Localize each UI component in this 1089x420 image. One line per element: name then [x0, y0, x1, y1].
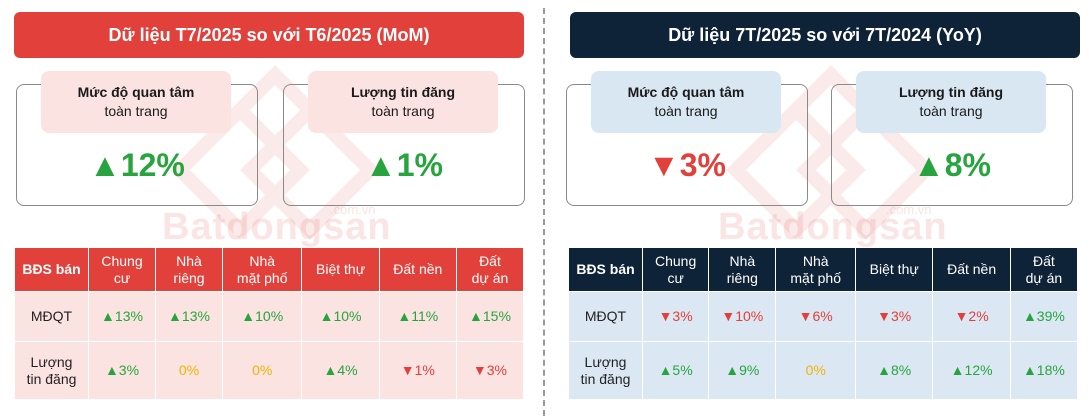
table-cell: ▲8%: [854, 341, 934, 400]
card-value: ▼3%: [648, 147, 726, 183]
table-cell: ▲10%: [301, 291, 380, 342]
row-label: Lượng tin đăng: [14, 341, 89, 400]
column-header: BĐS bán: [14, 247, 89, 292]
card-label-sub: toàn trang: [371, 103, 435, 119]
listings-card: Lượng tin đăng toàn trang ▲1%: [283, 71, 525, 206]
table-cell: 0%: [221, 341, 303, 400]
card-label: Mức độ quan tâm toàn trang: [591, 71, 781, 133]
yoy-table: BĐS bán Chung cư Nhà riêng Nhà mặt phố Biệt thự…: [568, 247, 1079, 400]
table-cell: ▼10%: [708, 291, 777, 342]
row-label: Lượng tin đăng: [568, 341, 643, 400]
table-row: MĐQT ▲13% ▲13% ▲10% ▲10% ▲11% ▲15%: [14, 291, 525, 342]
table-row: MĐQT ▼3% ▼10% ▼6% ▼3% ▼2% ▲39%: [568, 291, 1079, 342]
column-header: Nhà mặt phố: [775, 247, 856, 292]
table-cell: ▲5%: [641, 341, 710, 400]
table-cell: ▲9%: [708, 341, 777, 400]
column-header: Nhà mặt phố: [221, 247, 303, 292]
card-value: ▲1%: [365, 147, 443, 183]
table-cell: ▲11%: [378, 291, 457, 342]
card-label: Lượng tin đăng toàn trang: [856, 71, 1046, 133]
column-header: Biệt thự: [854, 247, 934, 292]
card-label-sub: toàn trang: [654, 103, 718, 119]
table-cell: 0%: [775, 341, 856, 400]
card-label-main: Mức độ quan tâm: [77, 84, 195, 100]
yoy-panel: Batdongsan .com.vn Dữ liệu 7T/2025 so vớ…: [556, 0, 1086, 420]
table-cell: ▼3%: [455, 341, 525, 400]
column-header: Đất dự án: [455, 247, 525, 292]
table-cell: ▲12%: [932, 341, 1011, 400]
listings-card: Lượng tin đăng toàn trang ▲8%: [831, 71, 1073, 206]
column-header: Nhà riêng: [708, 247, 777, 292]
card-label-main: Lượng tin đăng: [350, 84, 456, 100]
card-label: Lượng tin đăng toàn trang: [308, 71, 498, 133]
column-header: Chung cư: [641, 247, 710, 292]
watermark-brand: Batdongsan: [718, 206, 948, 248]
mom-panel: Batdongsan .com.vn Dữ liệu T7/2025 so vớ…: [0, 0, 530, 420]
table-cell: ▲10%: [221, 291, 303, 342]
card-label-sub: toàn trang: [104, 103, 168, 119]
row-label: MĐQT: [568, 291, 643, 342]
column-header: Nhà riêng: [155, 247, 223, 292]
table-cell: 0%: [155, 341, 223, 400]
table-cell: ▼3%: [641, 291, 710, 342]
card-label-main: Lượng tin đăng: [898, 84, 1004, 100]
table-cell: ▼2%: [932, 291, 1011, 342]
table-cell: ▲39%: [1009, 291, 1079, 342]
column-header: Chung cư: [88, 247, 156, 292]
column-header: Biệt thự: [301, 247, 380, 292]
table-row: Lượng tin đăng ▲5% ▲9% 0% ▲8% ▲12% ▲18%: [568, 341, 1079, 400]
card-label: Mức độ quan tâm toàn trang: [41, 71, 231, 133]
table-header-row: BĐS bán Chung cư Nhà riêng Nhà mặt phố Biệt thự…: [14, 247, 525, 292]
column-header: Đất dự án: [1009, 247, 1079, 292]
table-cell: ▼1%: [378, 341, 457, 400]
column-header: Đất nền: [932, 247, 1011, 292]
table-cell: ▼3%: [854, 291, 934, 342]
interest-card: Mức độ quan tâm toàn trang ▲12%: [16, 71, 258, 206]
card-value: ▲12%: [89, 147, 185, 183]
table-cell: ▼6%: [775, 291, 856, 342]
watermark-brand: Batdongsan: [162, 206, 392, 248]
table-cell: ▲15%: [455, 291, 525, 342]
column-header: BĐS bán: [568, 247, 643, 292]
interest-card: Mức độ quan tâm toàn trang ▼3%: [566, 71, 808, 206]
table-header-row: BĐS bán Chung cư Nhà riêng Nhà mặt phố Biệt thự…: [568, 247, 1079, 292]
column-header: Đất nền: [378, 247, 457, 292]
row-label: MĐQT: [14, 291, 89, 342]
table-cell: ▲18%: [1009, 341, 1079, 400]
table-cell: ▲3%: [88, 341, 156, 400]
table-row: Lượng tin đăng ▲3% 0% 0% ▲4% ▼1% ▼3%: [14, 341, 525, 400]
mom-table: BĐS bán Chung cư Nhà riêng Nhà mặt phố Biệt thự…: [14, 247, 525, 400]
card-label-sub: toàn trang: [919, 103, 983, 119]
panel-title: Dữ liệu 7T/2025 so với 7T/2024 (YoY): [570, 12, 1080, 58]
panel-title: Dữ liệu T7/2025 so với T6/2025 (MoM): [14, 12, 524, 58]
table-cell: ▲13%: [155, 291, 223, 342]
panel-divider: [543, 8, 545, 416]
card-value: ▲8%: [913, 147, 991, 183]
card-label-main: Mức độ quan tâm: [627, 84, 745, 100]
table-cell: ▲4%: [301, 341, 380, 400]
table-cell: ▲13%: [88, 291, 156, 342]
